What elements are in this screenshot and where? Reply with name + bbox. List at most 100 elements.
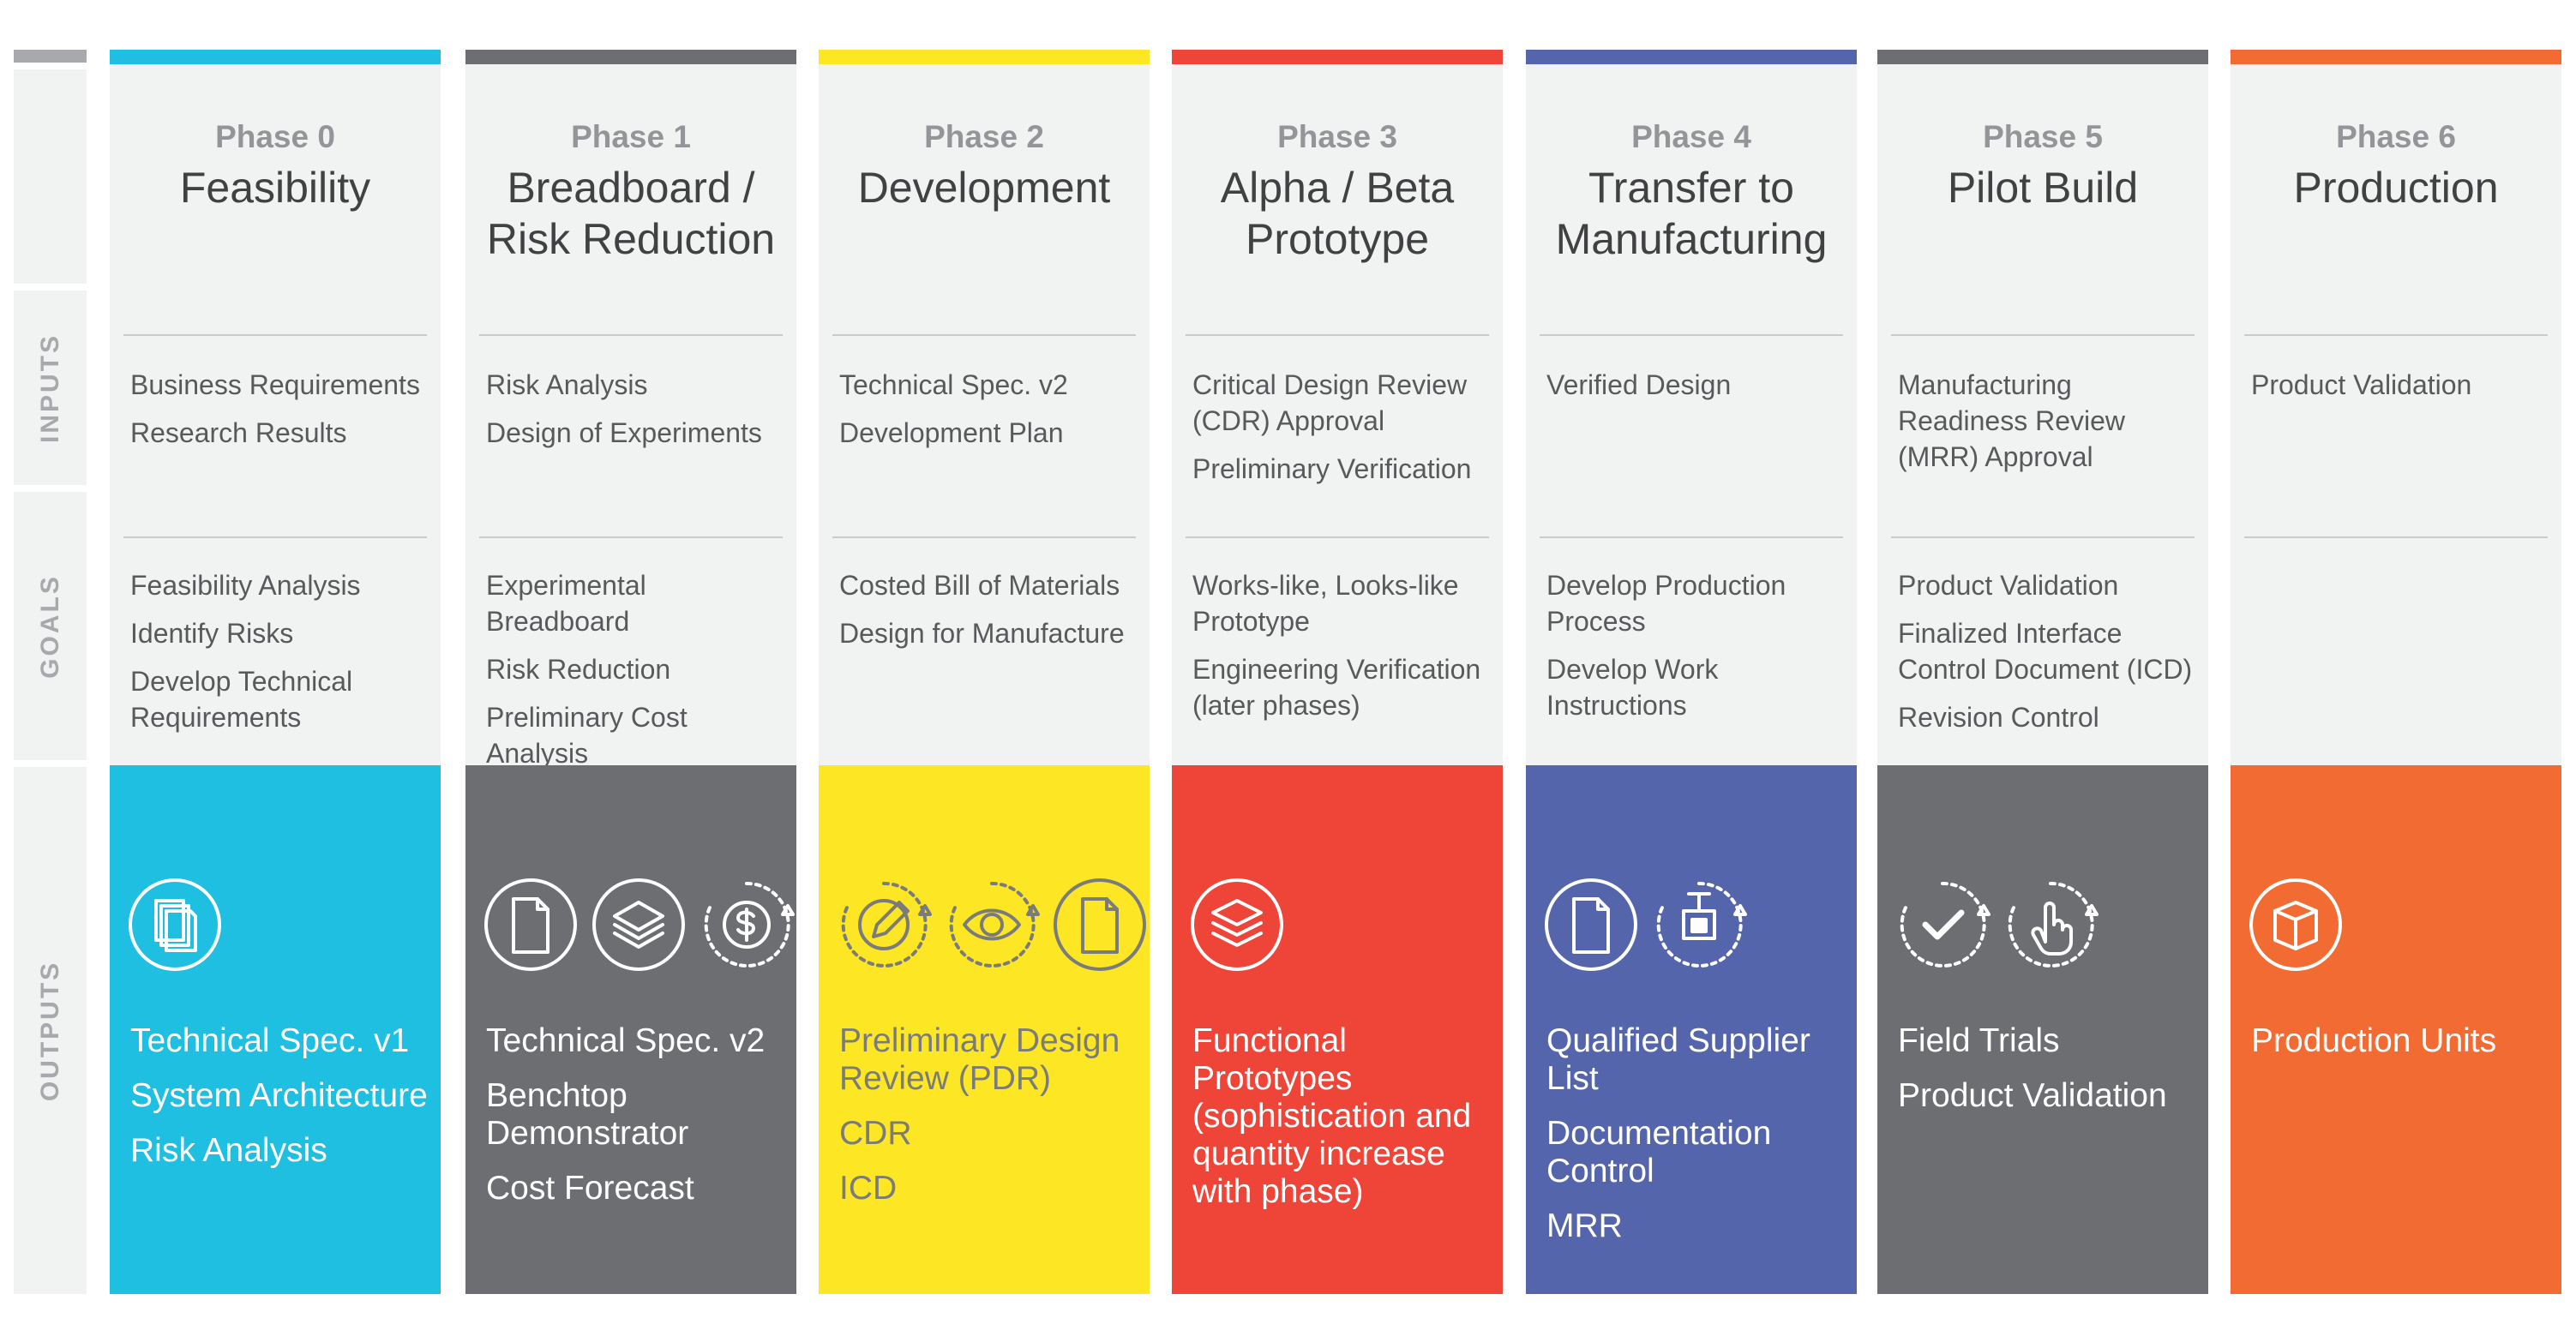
layers-icon [591, 877, 687, 973]
output-icons [1894, 877, 2111, 980]
output-item: Risk Analysis [130, 1132, 327, 1169]
output-icons [1543, 877, 1759, 980]
goals-list: Costed Bill of Materials Design for Manuf… [839, 567, 1141, 663]
phase-color-bar [1526, 50, 1857, 64]
outputs-list: Functional Prototypes (sophistication an… [1192, 1022, 1494, 1228]
output-icons [1189, 877, 1297, 980]
goal-item: Feasibility Analysis [130, 570, 361, 601]
divider [2244, 334, 2548, 336]
goal-item: Design for Manufacture [839, 618, 1125, 649]
document-icon [483, 877, 579, 973]
inputs-list: Risk Analysis Design of Experiments [486, 367, 788, 463]
stack-icon [1189, 877, 1285, 973]
phase-info-panel: Phase 6 Production Product Validation [2231, 64, 2561, 765]
phase-info-panel: Phase 5 Pilot Build Manufacturing Readines… [1877, 64, 2208, 765]
goal-item: Product Validation [1898, 570, 2119, 601]
output-item: Product Validation [1898, 1077, 2167, 1114]
output-item: System Architecture [130, 1077, 428, 1114]
output-item: CDR [839, 1115, 912, 1152]
phase-info-panel: Phase 2 Development Technical Spec. v2 Deve… [819, 64, 1150, 765]
input-item: Business Requirements [130, 369, 420, 400]
input-item: Critical Design Review (CDR) Approval [1192, 369, 1468, 436]
divider [1891, 536, 2195, 538]
phase-column-0: Phase 0 Feasibility Business Requirements R… [110, 50, 441, 1294]
phase-number: Phase 1 [571, 119, 691, 154]
input-item: Research Results [130, 417, 347, 448]
output-item: Benchtop Demonstrator [486, 1077, 689, 1152]
goals-list: Works-like, Looks-like Prototype Engineer… [1192, 567, 1494, 735]
goals-list: Develop Production Process Develop Work I… [1546, 567, 1848, 735]
divider [832, 536, 1136, 538]
transfer-cycle-icon [1651, 877, 1747, 973]
phase-column-4: Phase 4 Transfer to Manufacturing Verified… [1526, 50, 1857, 1294]
divider [479, 334, 783, 336]
output-icons [127, 877, 235, 980]
phase-title: Development [857, 164, 1111, 212]
phase-column-6: Phase 6 Production Product Validation Produ… [2231, 50, 2561, 1294]
outputs-panel: Technical Spec. v1 System Architecture Ris… [110, 765, 441, 1294]
input-item: Product Validation [2251, 369, 2472, 400]
phase-number: Phase 0 [215, 119, 335, 154]
dollar-cycle-icon [699, 877, 795, 973]
phase-number: Phase 6 [2336, 119, 2456, 154]
document-icon [1543, 877, 1639, 973]
phase-info-panel: Phase 1 Breadboard / Risk Reduction Risk A… [465, 64, 796, 769]
input-item: Manufacturing Readiness Review (MRR) App… [1898, 369, 2126, 472]
goal-item: Works-like, Looks-like Prototype [1192, 570, 1459, 637]
goal-item: Develop Technical Requirements [130, 666, 353, 733]
sidebar-outputs-block: OUTPUTS [14, 767, 87, 1294]
goal-item: Risk Reduction [486, 654, 671, 685]
input-item: Design of Experiments [486, 417, 762, 448]
output-item: Cost Forecast [486, 1170, 694, 1207]
inputs-list: Verified Design [1546, 367, 1848, 415]
output-item: ICD [839, 1170, 898, 1207]
pencil-cycle-icon [836, 877, 932, 973]
divider [2244, 536, 2548, 538]
divider [1891, 334, 2195, 336]
outputs-list: Technical Spec. v1 System Architecture Ris… [130, 1022, 432, 1187]
inputs-list: Critical Design Review (CDR) Approval Pre… [1192, 367, 1494, 499]
phase-color-bar [819, 50, 1150, 64]
outputs-row-label: OUTPUTS [35, 960, 64, 1101]
output-icons [2248, 877, 2356, 980]
check-cycle-icon [1894, 877, 1991, 973]
phase-number: Phase 2 [924, 119, 1044, 154]
outputs-panel: Preliminary Design Review (PDR) CDR ICD [819, 765, 1150, 1294]
outputs-panel: Functional Prototypes (sophistication an… [1172, 765, 1503, 1294]
phase-info-panel: Phase 3 Alpha / Beta Prototype Critical De… [1172, 64, 1503, 765]
phase-color-bar [1877, 50, 2208, 64]
outputs-panel: Qualified Supplier List Documentation Con… [1526, 765, 1857, 1294]
output-item: Production Units [2251, 1022, 2497, 1059]
phase-title: Production [2293, 164, 2499, 212]
phase-title: Pilot Build [1947, 164, 2139, 212]
outputs-panel: Technical Spec. v2 Benchtop Demonstrator C… [465, 765, 796, 1294]
phase-number: Phase 3 [1277, 119, 1397, 154]
goal-item: Finalized Interface Control Document (IC… [1898, 618, 2193, 685]
input-item: Verified Design [1546, 369, 1732, 400]
outputs-list: Field Trials Product Validation [1898, 1022, 2200, 1132]
phase-title: Breadboard / Risk Reduction [486, 164, 776, 263]
phase-title: Feasibility [179, 164, 371, 212]
goal-item: Develop Work Instructions [1546, 654, 1719, 721]
sidebar-header-block [14, 69, 87, 284]
hand-cycle-icon [2003, 877, 2099, 973]
sidebar-goals-block: GOALS [14, 492, 87, 760]
phase-number: Phase 4 [1631, 119, 1751, 154]
goals-list: Experimental Breadboard Risk Reduction Pre… [486, 567, 788, 783]
output-item: Field Trials [1898, 1022, 2060, 1059]
output-item: Functional Prototypes (sophistication an… [1192, 1022, 1472, 1210]
divider [123, 334, 427, 336]
outputs-panel: Production Units [2231, 765, 2561, 1294]
phase-column-3: Phase 3 Alpha / Beta Prototype Critical De… [1172, 50, 1503, 1294]
goal-item: Costed Bill of Materials [839, 570, 1120, 601]
input-item: Risk Analysis [486, 369, 648, 400]
goal-item: Develop Production Process [1546, 570, 1786, 637]
document-icon [1052, 877, 1148, 973]
phase-color-bar [110, 50, 441, 64]
outputs-panel: Field Trials Product Validation [1877, 765, 2208, 1294]
phase-color-bar [465, 50, 796, 64]
divider [1540, 536, 1843, 538]
output-item: Technical Spec. v2 [486, 1022, 766, 1059]
goals-row-label: GOALS [35, 573, 64, 679]
output-icons [836, 877, 1160, 980]
